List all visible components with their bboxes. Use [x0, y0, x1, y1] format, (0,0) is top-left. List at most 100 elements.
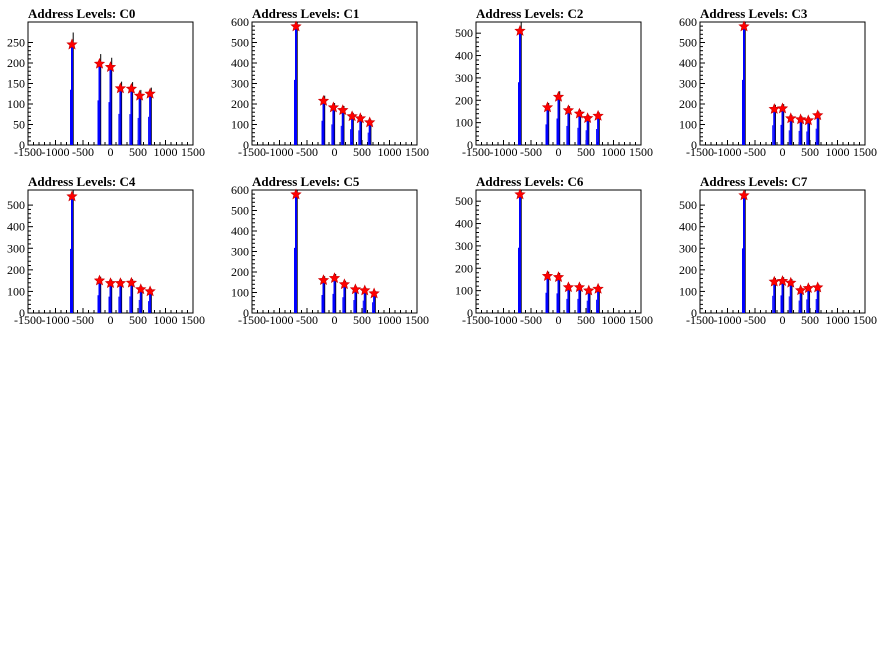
peak-marker [738, 20, 750, 32]
x-tick-label: 1500 [629, 145, 653, 159]
y-tick-label: 250 [7, 36, 25, 50]
panel-title: Address Levels: C2 [476, 6, 584, 21]
peak-marker [93, 274, 106, 286]
x-tick-label: -1000 [266, 313, 294, 327]
peak-marker [583, 284, 595, 296]
peak-marker [290, 20, 302, 32]
y-tick-label: 0 [19, 138, 25, 152]
x-tick-label: -1500 [462, 313, 490, 327]
y-tick-label: 400 [231, 224, 249, 238]
peak-marker [738, 189, 750, 201]
y-tick-label: 500 [455, 26, 473, 40]
peak-marker [317, 274, 330, 286]
y-tick-label: 200 [455, 261, 473, 275]
histogram-plot: 0 100 200 300 400 500 -1500 -1000 -500 0 500 1000 15… [455, 188, 653, 327]
x-tick-label: -1500 [462, 145, 490, 159]
peak-marker [337, 104, 349, 116]
peak-marker [364, 116, 376, 128]
y-tick-label: 200 [679, 263, 697, 277]
x-tick-label: 500 [577, 313, 595, 327]
peak-marker [290, 188, 302, 200]
peak-marker [135, 283, 147, 295]
x-tick-label: 1000 [826, 145, 850, 159]
peak-marker [514, 188, 526, 200]
x-tick-label: -500 [72, 313, 94, 327]
histogram-plot: 0 100 200 300 400 500 600 -1500 -1000 -500 0 500 100… [679, 15, 877, 159]
histogram-plot: 0 100 200 300 400 500 -1500 -1000 -500 0 500 1000 15… [455, 21, 653, 159]
y-tick-label: 0 [691, 138, 697, 152]
x-tick-label: 0 [780, 313, 786, 327]
y-tick-label: 400 [679, 220, 697, 234]
y-tick-label: 500 [231, 36, 249, 50]
panel-title: Address Levels: C1 [252, 6, 360, 21]
peak-marker [812, 281, 824, 293]
y-tick-label: 100 [679, 284, 697, 298]
peak-marker [802, 114, 815, 126]
x-tick-label: -1500 [686, 145, 714, 159]
x-tick-label: -1000 [714, 313, 742, 327]
x-tick-label: -500 [744, 145, 766, 159]
peak-marker [354, 112, 367, 124]
histogram-plot: 0 50 100 150 200 250 -1500 -1000 -500 0 500 1000 150… [7, 21, 205, 159]
x-tick-label: 0 [556, 313, 562, 327]
peak-marker [114, 82, 127, 94]
y-tick-label: 200 [231, 265, 249, 279]
peak-marker [368, 287, 380, 299]
x-tick-label: -1500 [14, 145, 42, 159]
peak-marker [802, 282, 815, 294]
peak-marker [104, 277, 117, 289]
x-tick-label: -1000 [714, 145, 742, 159]
x-tick-label: -1000 [42, 145, 70, 159]
x-tick-label: 0 [108, 313, 114, 327]
y-tick-label: 100 [7, 97, 25, 111]
x-tick-label: 500 [129, 145, 147, 159]
y-tick-label: 100 [455, 284, 473, 298]
x-tick-label: -1000 [266, 145, 294, 159]
y-tick-label: 400 [231, 56, 249, 70]
y-tick-label: 100 [231, 286, 249, 300]
y-tick-label: 300 [455, 239, 473, 253]
y-tick-label: 0 [19, 306, 25, 320]
x-tick-label: -1500 [238, 145, 266, 159]
peak-marker [794, 113, 807, 125]
x-tick-label: -1500 [238, 313, 266, 327]
x-tick-label: -1000 [490, 313, 518, 327]
x-tick-label: 1000 [602, 145, 626, 159]
x-tick-label: 1500 [629, 313, 653, 327]
x-tick-label: 1000 [602, 313, 626, 327]
y-tick-label: 200 [231, 97, 249, 111]
x-tick-label: 1000 [378, 145, 402, 159]
y-tick-label: 0 [243, 138, 249, 152]
peak-marker [812, 109, 824, 121]
y-tick-label: 0 [467, 306, 473, 320]
y-tick-label: 400 [7, 220, 25, 234]
x-tick-label: 1000 [826, 313, 850, 327]
peak-marker [144, 285, 156, 297]
peak-marker [573, 281, 586, 293]
y-tick-label: 400 [455, 217, 473, 231]
y-tick-label: 100 [7, 284, 25, 298]
peak-marker [592, 282, 604, 294]
peak-marker [581, 112, 594, 124]
x-tick-label: -1000 [42, 313, 70, 327]
y-tick-label: 500 [679, 36, 697, 50]
y-tick-label: 600 [231, 15, 249, 29]
x-tick-label: -500 [296, 313, 318, 327]
y-tick-label: 100 [679, 118, 697, 132]
histogram-plot: 0 100 200 300 400 500 -1500 -1000 -500 0 500 1000 15… [7, 189, 205, 327]
x-tick-label: 1000 [378, 313, 402, 327]
y-tick-label: 300 [7, 241, 25, 255]
y-tick-label: 500 [679, 198, 697, 212]
x-tick-label: 0 [332, 145, 338, 159]
x-tick-label: 0 [556, 145, 562, 159]
x-tick-label: 1500 [405, 313, 429, 327]
peak-marker [552, 271, 565, 283]
peak-marker [125, 276, 138, 288]
peak-marker [144, 87, 156, 99]
x-tick-label: 1500 [853, 145, 877, 159]
x-tick-label: 1500 [181, 313, 205, 327]
x-tick-label: 500 [801, 145, 819, 159]
y-tick-label: 200 [679, 97, 697, 111]
panel-title: Address Levels: C5 [252, 174, 360, 189]
histogram-panel: 0 100 200 300 400 500 600 -1500 -1000 -500 0 500 100… [224, 168, 448, 336]
